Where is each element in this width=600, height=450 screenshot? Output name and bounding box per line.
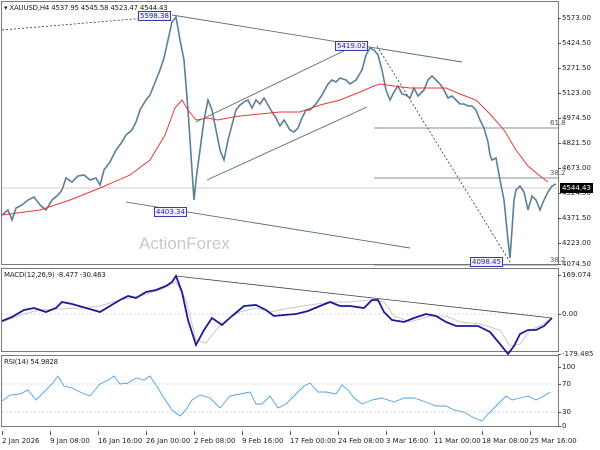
second-high-label: 5419.02 — [335, 41, 368, 51]
time-tick: 26 Jan 00:00 — [146, 431, 191, 445]
rsi-tick: 0 — [557, 422, 567, 430]
macd-tick: -179.485 — [557, 350, 594, 358]
price-tick: 4223.00 — [558, 239, 591, 247]
price-tick: 4821.50 — [558, 139, 591, 147]
price-tick: 4371.50 — [558, 214, 591, 222]
rsi-tick: 100 — [557, 363, 576, 371]
time-tick: 9 Jan 08:00 — [50, 431, 90, 445]
price-tick: 5424.50 — [558, 39, 591, 47]
time-tick: 9 Feb 16:00 — [242, 431, 284, 445]
price-tick: 4673.00 — [558, 164, 591, 172]
macd-title: MACD(12,26,9) -8.477 -30.463 — [4, 271, 106, 279]
fib-382-upper-label: 38.2 — [550, 169, 566, 177]
time-tick: 2 Jan 2026 — [2, 431, 40, 445]
time-tick: 25 Mar 16:00 — [530, 431, 577, 445]
fib-382-lower-label: 38.2 — [550, 256, 566, 264]
time-tick: 11 Mar 00:00 — [434, 431, 481, 445]
time-tick: 3 Mar 16:00 — [386, 431, 429, 445]
rsi-tick: 70 — [558, 380, 571, 388]
price-tick: 4524.50 — [558, 189, 591, 197]
time-tick: 18 Mar 08:00 — [482, 431, 529, 445]
low-label: 4403.34 — [154, 207, 187, 217]
fib-618-label: 61.8 — [550, 119, 566, 127]
current-price-tag: 4544.43 — [560, 183, 593, 193]
bottom-label: 4098.45 — [470, 257, 503, 267]
ohlc-values: 4537.95 4545.58 4523.47 4544.43 — [51, 4, 168, 12]
macd-tick: 0.00 — [558, 310, 578, 318]
time-tick: 16 Jan 16:00 — [98, 431, 143, 445]
price-tick: 4074.50 — [558, 260, 591, 268]
time-tick: 2 Feb 08:00 — [194, 431, 236, 445]
price-tick: 5573.00 — [558, 14, 591, 22]
price-tick: 5271.50 — [558, 64, 591, 72]
dropdown-triangle-icon[interactable]: ▾ — [4, 4, 8, 12]
price-chart-pane[interactable] — [1, 1, 559, 265]
time-tick: 24 Feb 08:00 — [338, 431, 384, 445]
time-tick: 17 Feb 00:00 — [290, 431, 336, 445]
symbol-header: ▾ XAUUSD,H4 4537.95 4545.58 4523.47 4544… — [4, 4, 168, 12]
price-tick: 5123.00 — [558, 89, 591, 97]
macd-tick: 169.074 — [558, 271, 591, 279]
rsi-tick: 30 — [558, 408, 571, 416]
rsi-title: RSI(14) 54.9828 — [4, 358, 58, 366]
symbol-label: XAUUSD,H4 — [9, 4, 50, 12]
price-tick: 4974.50 — [558, 114, 591, 122]
watermark: ActionForex — [139, 234, 230, 253]
high-label: 5598.38 — [138, 11, 171, 21]
